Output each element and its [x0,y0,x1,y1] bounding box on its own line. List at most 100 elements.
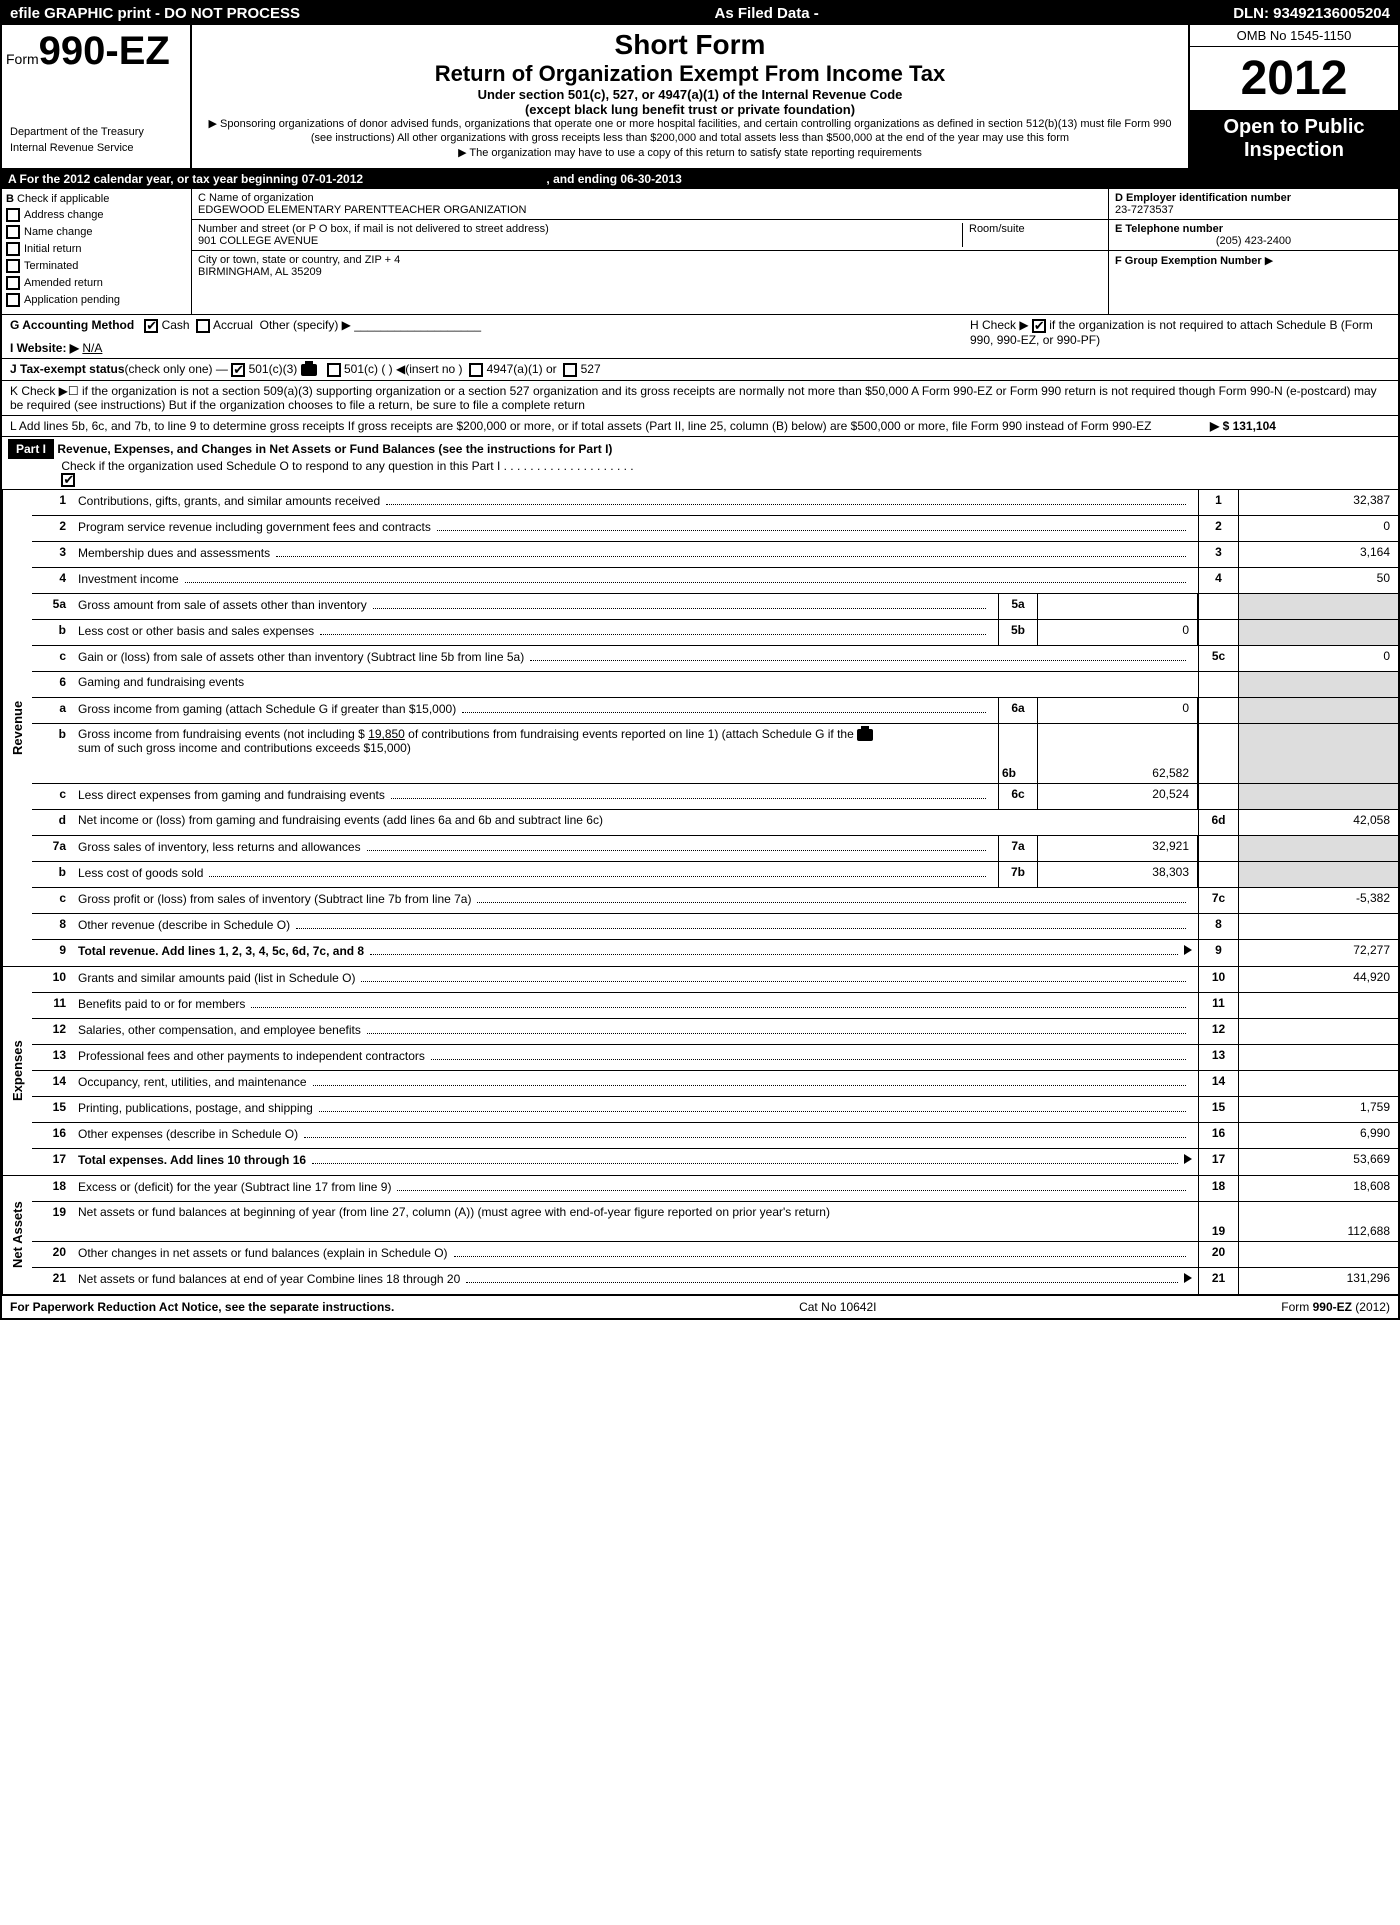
title-return: Return of Organization Exempt From Incom… [200,61,1180,87]
revenue-section: Revenue 1Contributions, gifts, grants, a… [2,490,1398,967]
dept-irs: Internal Revenue Service [6,140,186,156]
val-20 [1238,1242,1398,1267]
chk-4947[interactable] [469,363,483,377]
addr-label: Number and street (or P O box, if mail i… [198,223,549,235]
part-1-check-text: Check if the organization used Schedule … [61,459,633,473]
column-c: C Name of organization EDGEWOOD ELEMENTA… [192,189,1108,314]
col-b-sub: Check if applicable [17,193,109,205]
chk-501c3[interactable] [231,363,245,377]
city-label: City or town, state or country, and ZIP … [198,254,1102,266]
camera-icon [301,364,317,376]
part-1-header: Part I Revenue, Expenses, and Changes in… [2,437,1398,491]
tax-year: 2012 [1190,47,1398,110]
val-1: 32,387 [1238,490,1398,515]
column-b: B Check if applicable Address change Nam… [2,189,192,314]
chk-initial-return[interactable] [6,242,20,256]
line-j-label: J Tax-exempt status [10,362,125,376]
expenses-side-label: Expenses [2,967,32,1175]
org-name-label: C Name of organization [198,192,1102,204]
line-l-text: L Add lines 5b, 6c, and 7b, to line 9 to… [10,419,1210,433]
val-14 [1238,1071,1398,1096]
revenue-side-label: Revenue [2,490,32,966]
chk-address-change[interactable] [6,208,20,222]
top-bar: efile GRAPHIC print - DO NOT PROCESS As … [2,2,1398,25]
col-b-head: B [6,193,14,205]
val-21: 131,296 [1238,1268,1398,1294]
chk-name-change[interactable] [6,225,20,239]
subtitle-except: (except black lung benefit trust or priv… [200,102,1180,117]
val-18: 18,608 [1238,1176,1398,1201]
chk-terminated[interactable] [6,259,20,273]
omb-number: OMB No 1545-1150 [1190,25,1398,47]
column-d: D Employer identification number 23-7273… [1108,189,1398,314]
val-12 [1238,1019,1398,1044]
val-5c: 0 [1238,646,1398,671]
line-a-label: A For the 2012 calendar year, or tax yea… [8,172,363,186]
chk-app-pending[interactable] [6,293,20,307]
net-assets-section: Net Assets 18Excess or (deficit) for the… [2,1176,1398,1295]
street-address: 901 COLLEGE AVENUE [198,235,962,247]
line-i-label: I Website: ▶ [10,341,79,355]
phone-label: E Telephone number [1115,223,1223,235]
line-k: K Check ▶☐ if the organization is not a … [2,381,1398,416]
val-7a: 32,921 [1038,836,1198,861]
title-short-form: Short Form [200,29,1180,61]
line-a-ending: , and ending 06-30-2013 [546,172,681,186]
val-10: 44,920 [1238,967,1398,992]
val-16: 6,990 [1238,1123,1398,1148]
arrow-icon [1184,945,1192,955]
val-13 [1238,1045,1398,1070]
val-8 [1238,914,1398,939]
ein-value: 23-7273537 [1115,204,1174,216]
line-gh: G Accounting Method Cash Accrual Other (… [2,315,1398,359]
chk-accrual[interactable] [196,319,210,333]
val-6d: 42,058 [1238,810,1398,835]
footer-right: Form 990-EZ (2012) [1281,1300,1390,1314]
note-sponsoring: ▶ Sponsoring organizations of donor advi… [200,117,1180,146]
dept-treasury: Department of the Treasury [6,124,186,140]
chk-527[interactable] [563,363,577,377]
arrow-icon [1184,1154,1192,1164]
val-2: 0 [1238,516,1398,541]
val-3: 3,164 [1238,542,1398,567]
chk-501c[interactable] [327,363,341,377]
chk-schedule-o-part1[interactable] [61,473,75,487]
part-1-title: Revenue, Expenses, and Changes in Net As… [57,442,612,456]
val-17: 53,669 [1238,1149,1398,1175]
group-exempt-label: F Group Exemption Number [1115,255,1262,267]
subtitle-section: Under section 501(c), 527, or 4947(a)(1)… [200,87,1180,102]
footer: For Paperwork Reduction Act Notice, see … [2,1295,1398,1318]
line-l: L Add lines 5b, 6c, and 7b, to line 9 to… [2,416,1398,437]
line-h-text2: if the organization is not required to a… [970,318,1373,347]
room-suite-label: Room/suite [969,223,1025,235]
phone-value: (205) 423-2400 [1115,235,1392,247]
note-state-req: ▶ The organization may have to use a cop… [200,146,1180,160]
group-exempt-arrow: ▶ [1265,255,1273,267]
header-mid: Short Form Return of Organization Exempt… [192,25,1188,168]
part-1-label: Part I [8,439,54,459]
section-bcd: B Check if applicable Address change Nam… [2,189,1398,315]
net-assets-side-label: Net Assets [2,1176,32,1294]
dln-label: DLN: 93492136005204 [1233,5,1390,22]
line-h-text1: H Check ▶ [970,318,1029,332]
val-7b: 38,303 [1038,862,1198,887]
val-7c: -5,382 [1238,888,1398,913]
city-value: BIRMINGHAM, AL 35209 [198,266,1102,278]
val-5b: 0 [1038,620,1198,645]
val-19: 112,688 [1238,1202,1398,1241]
line-j: J Tax-exempt status(check only one) — 50… [2,359,1398,381]
val-6c: 20,524 [1038,784,1198,809]
efile-label: efile GRAPHIC print - DO NOT PROCESS [10,5,300,22]
header-left: Form990-EZ Department of the Treasury In… [2,25,192,168]
footer-mid: Cat No 10642I [799,1300,876,1314]
as-filed-label: As Filed Data - [715,5,819,22]
expenses-section: Expenses 10Grants and similar amounts pa… [2,967,1398,1176]
val-6b: 62,582 [1038,724,1198,783]
chk-cash[interactable] [144,319,158,333]
ein-label: D Employer identification number [1115,192,1291,204]
chk-no-schedule-b[interactable] [1032,319,1046,333]
chk-amended[interactable] [6,276,20,290]
camera-icon-2 [857,729,873,741]
header: Form990-EZ Department of the Treasury In… [2,25,1398,170]
website-value: N/A [82,341,102,355]
